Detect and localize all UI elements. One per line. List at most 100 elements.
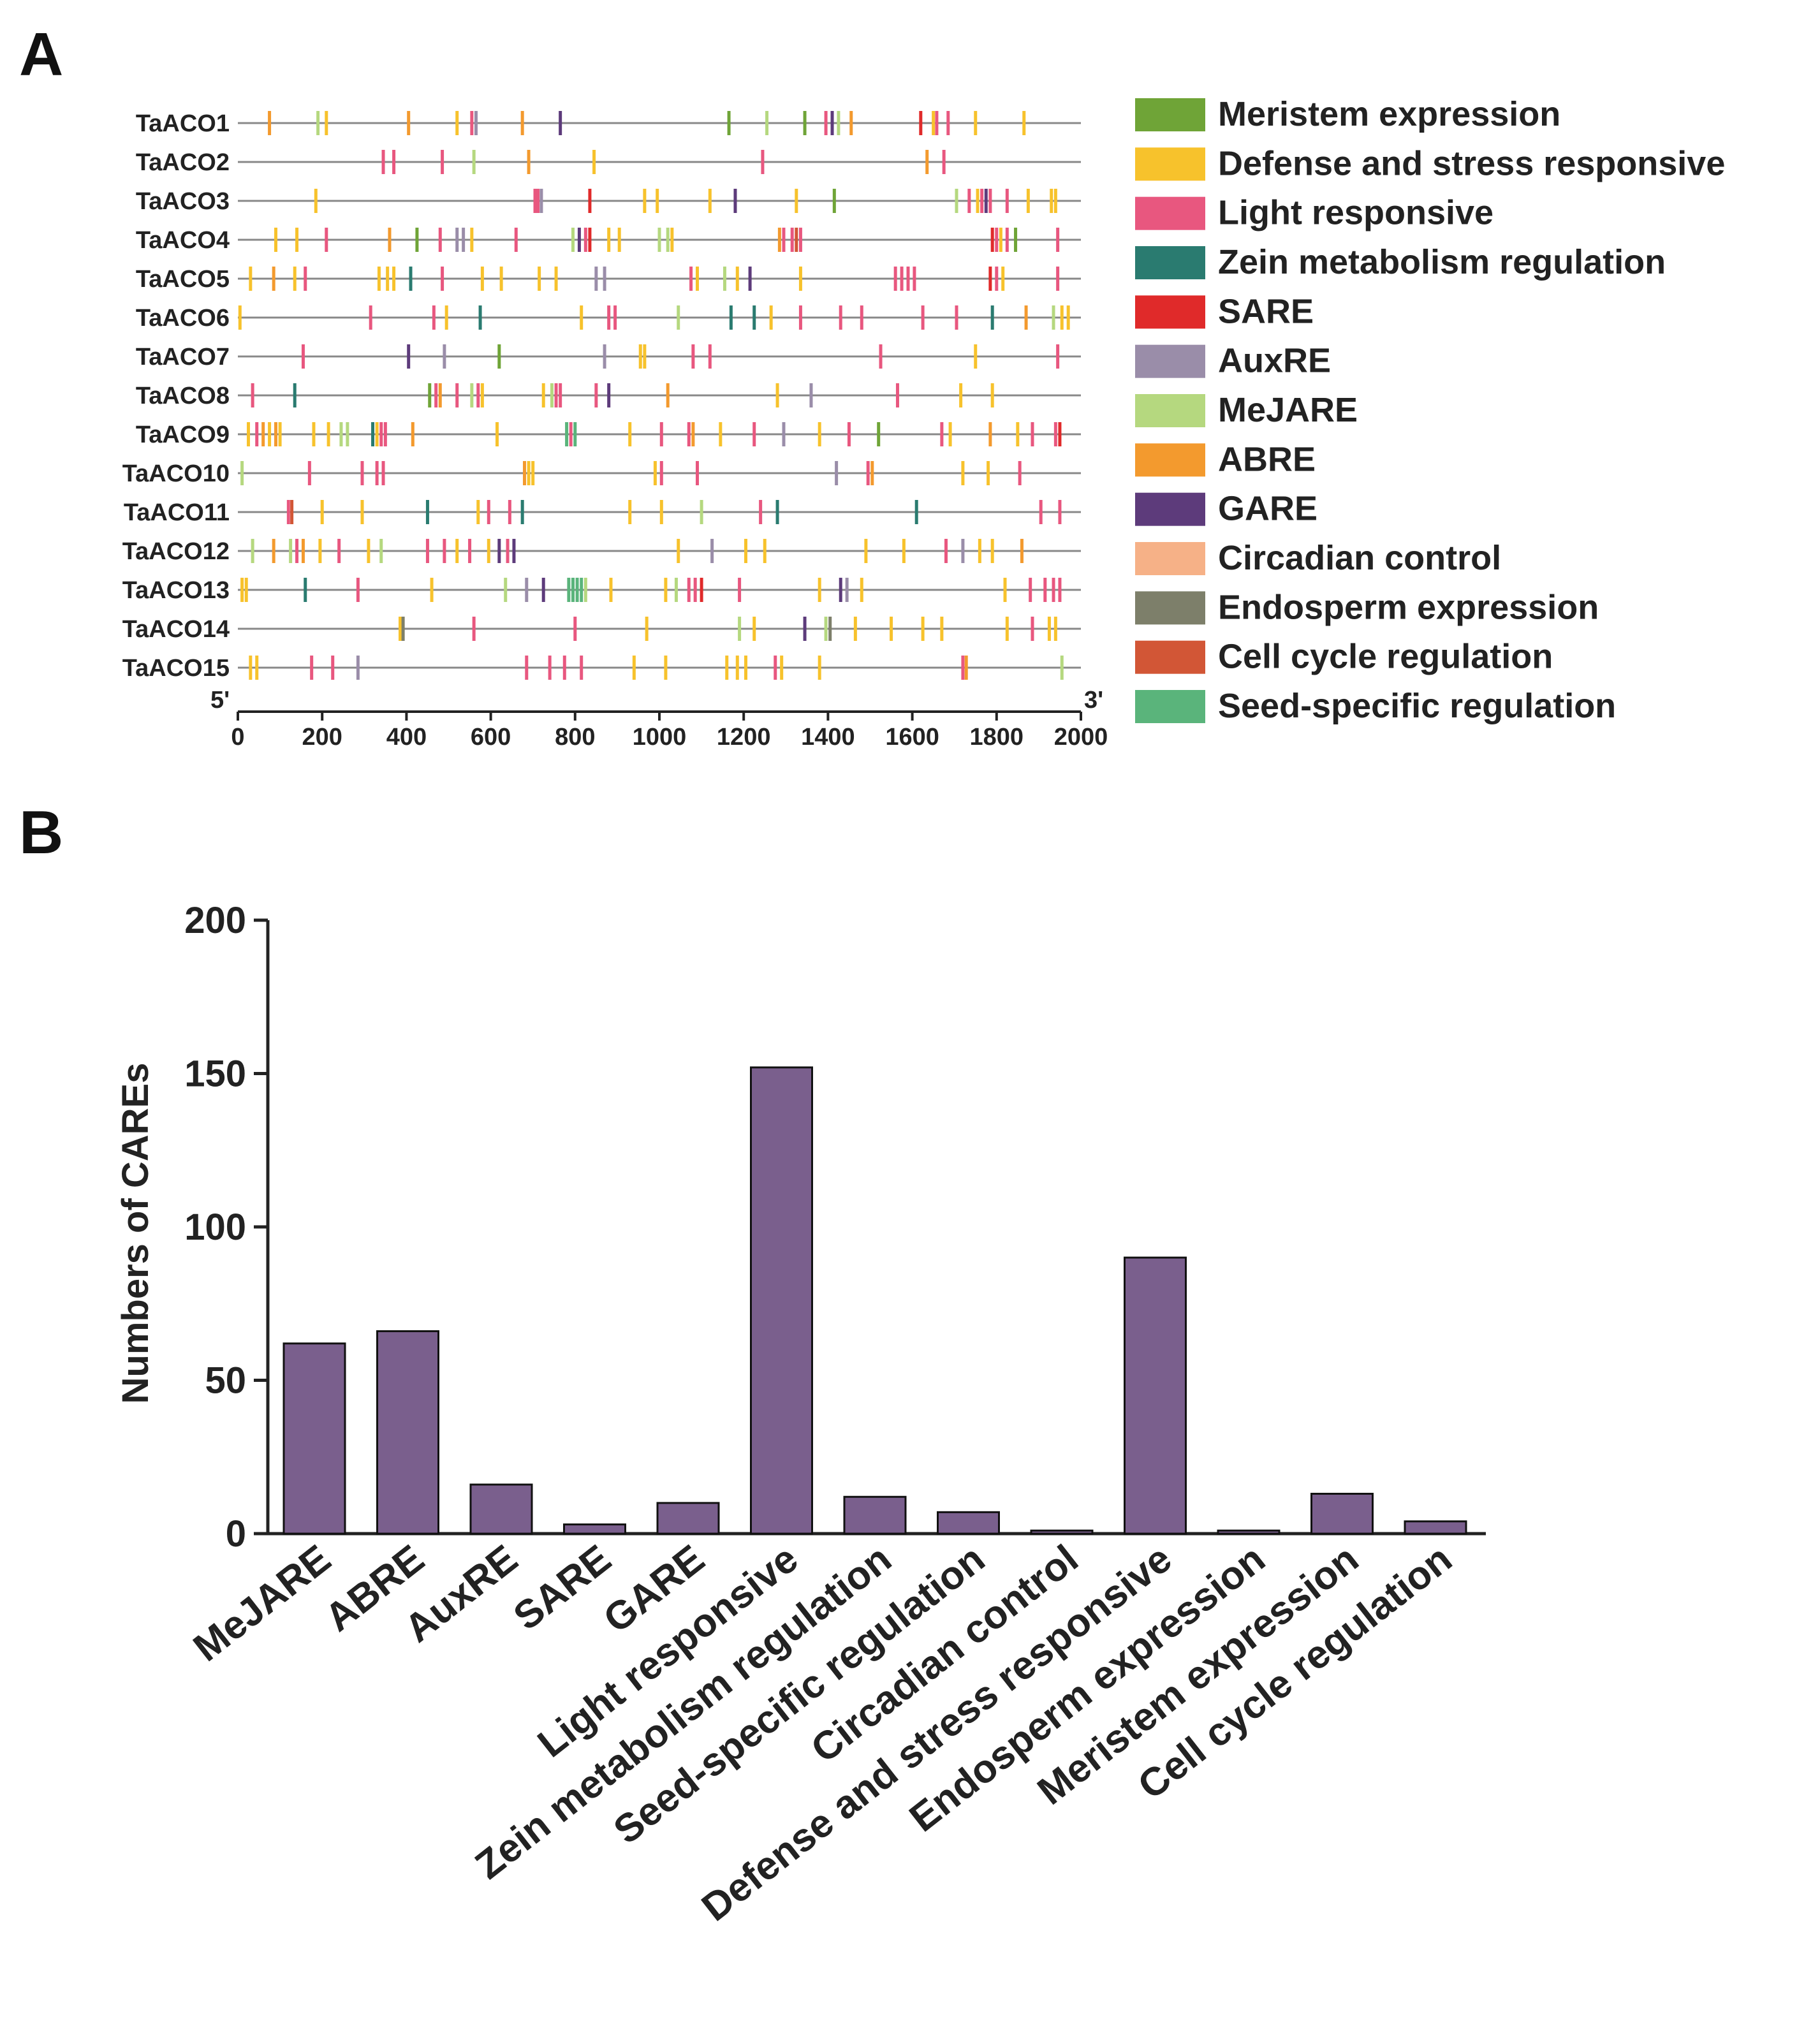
cis-element-mark [748,267,752,291]
cis-element-mark [1058,500,1062,524]
cis-element-mark [763,539,767,563]
cis-element-mark [677,305,680,330]
legend-item: Cell cycle regulation [1135,638,1553,676]
cis-element-mark [314,189,318,213]
cis-element-mark [575,578,579,602]
cis-element-mark [925,150,929,174]
legend-label: MeJARE [1218,391,1358,429]
cis-element-mark [866,461,870,485]
cis-element-mark [913,267,916,291]
cis-element-mark [980,189,984,213]
legend-label: Meristem expression [1218,95,1560,133]
cis-element-mark [274,422,277,446]
cis-element-mark [441,267,444,291]
cis-element-mark [268,111,272,135]
cis-element-mark [487,539,490,563]
cis-element-mark [1031,617,1034,641]
cis-element-mark [409,267,413,291]
cis-element-mark [331,656,335,680]
cis-element-mark [455,228,459,252]
cis-element-mark [1058,578,1062,602]
gene-row: TaACO15 [122,655,1081,682]
gene-label: TaACO8 [136,383,230,409]
cis-element-mark [803,617,807,641]
cis-element-mark [594,267,598,291]
cis-element-mark [272,267,275,291]
cis-element-mark [695,267,699,291]
panel-a-legend: Meristem expression Defense and stress re… [1135,95,1725,725]
cis-element-mark [659,500,663,524]
x-category-label: SARE [506,1537,619,1639]
cis-element-mark [687,578,691,602]
gene-label: TaACO3 [136,188,230,215]
cis-element-mark [708,344,712,369]
gene-row: TaACO13 [122,577,1081,604]
cis-element-mark [255,422,259,446]
cis-element-mark [1053,189,1057,213]
cis-element-mark [238,305,242,330]
cis-element-mark [594,383,598,407]
cis-element-mark [377,267,381,291]
cis-element-mark [261,422,265,446]
cis-element-mark [900,267,904,291]
cis-element-mark [1005,228,1009,252]
cis-element-mark [527,461,531,485]
cis-element-mark [798,305,802,330]
cis-element-mark [577,228,581,252]
cis-element-mark [525,656,529,680]
cis-element-mark [687,422,691,446]
cis-element-mark [571,228,575,252]
legend-swatch [1135,492,1205,526]
cis-element-mark [628,422,632,446]
cis-element-mark [790,228,794,252]
cis-element-mark [1053,617,1057,641]
cis-element-mark [360,461,364,485]
x-tick-label: 400 [386,724,427,751]
cis-element-mark [304,267,307,291]
cis-element-mark [906,267,910,291]
cis-element-mark [735,267,739,291]
cis-element-mark [468,539,472,563]
cis-element-mark [375,461,379,485]
cis-element-mark [695,461,699,485]
cis-element-mark [677,539,680,563]
cis-element-mark [782,422,786,446]
cis-element-mark [995,228,999,252]
cis-element-mark [383,422,387,446]
cis-element-mark [974,344,978,369]
cis-element-mark [360,500,364,524]
cis-element-mark [752,422,756,446]
cis-element-mark [478,305,482,330]
cis-element-mark [999,228,1002,252]
cis-element-mark [1039,500,1043,524]
legend-swatch [1135,98,1205,131]
cis-element-mark [1060,305,1064,330]
legend-swatch [1135,147,1205,181]
cis-element-mark [310,656,314,680]
gene-label: TaACO12 [122,538,230,565]
gene-row: TaACO12 [122,538,1081,565]
cis-element-mark [293,267,297,291]
gene-label: TaACO7 [136,344,230,370]
cis-element-mark [940,422,944,446]
gene-row: TaACO3 [136,188,1081,215]
cis-element-mark [1029,578,1032,602]
legend-label: AuxRE [1218,342,1331,380]
cis-element-mark [318,539,322,563]
cis-element-mark [312,422,316,446]
cis-element-mark [497,344,501,369]
cis-element-mark [472,150,476,174]
gene-row: TaACO9 [136,422,1081,448]
cis-element-mark [1014,228,1018,252]
cis-element-mark [835,461,839,485]
five-prime-label: 5' [210,687,230,714]
y-tick-label: 200 [184,900,246,941]
cis-element-mark [1003,578,1007,602]
cis-element-mark [455,539,459,563]
cis-element-mark [921,617,925,641]
gene-label: TaACO6 [136,305,230,332]
gene-row: TaACO4 [136,227,1081,254]
cis-element-mark [470,228,474,252]
cis-element-mark [609,578,613,602]
